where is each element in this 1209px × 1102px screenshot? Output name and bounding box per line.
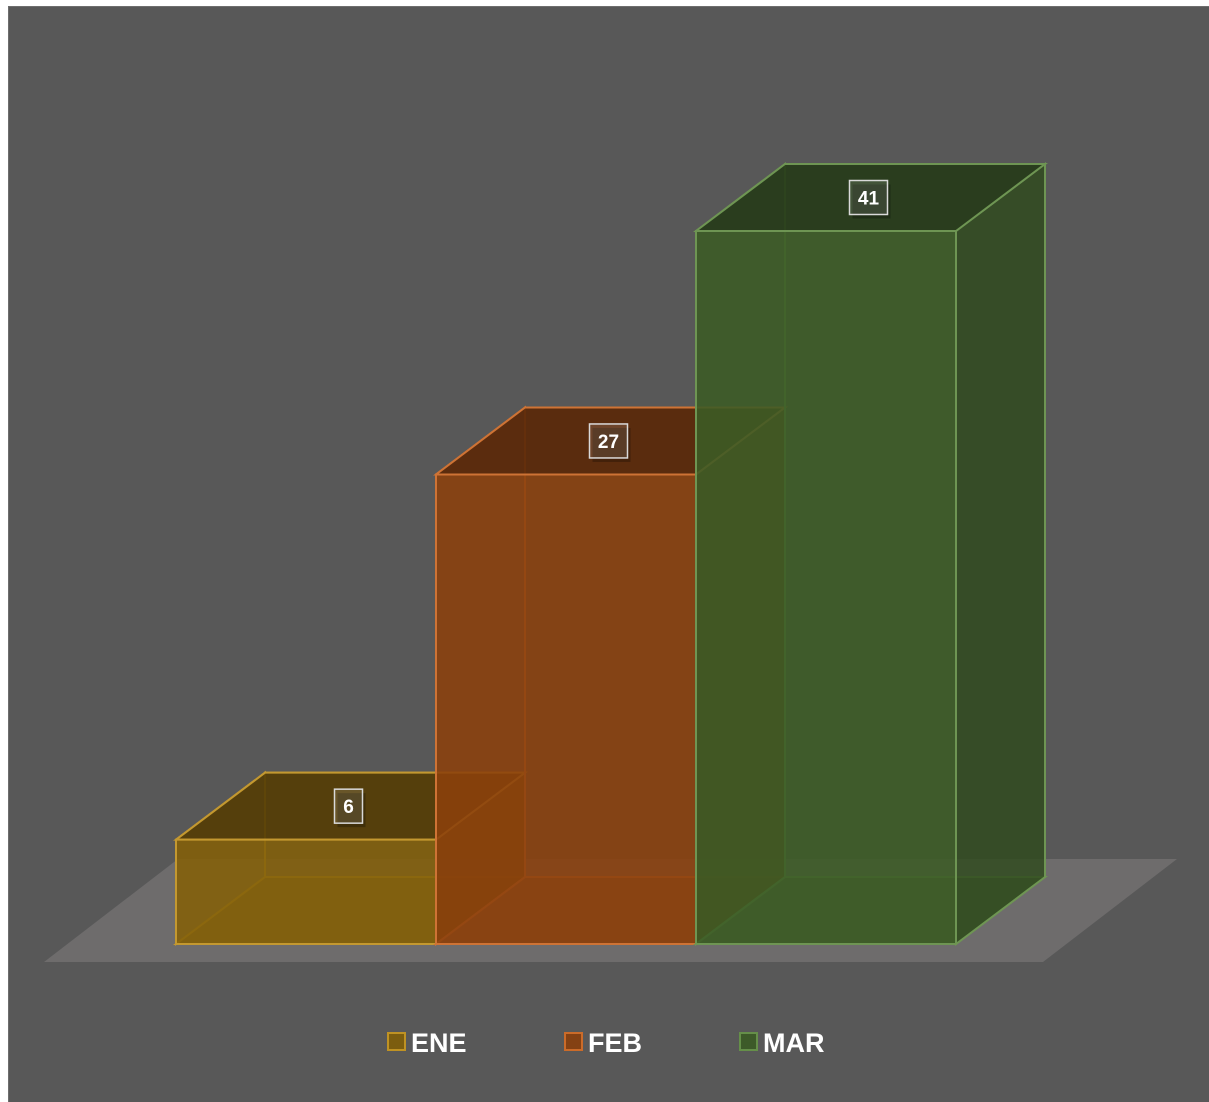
legend-swatch — [387, 1032, 406, 1051]
data-label-box-feb — [588, 423, 629, 459]
data-label-shadow — [337, 793, 366, 828]
bar-front-face — [175, 838, 437, 945]
legend-item-feb: FEB — [564, 1028, 642, 1058]
data-label-shadow — [592, 427, 631, 462]
data-label-feb: 27 — [598, 432, 619, 453]
data-label-box-ene — [333, 788, 364, 824]
data-label-ene: 6 — [343, 797, 354, 818]
data-label-mar: 41 — [858, 189, 880, 210]
data-label-shadow — [852, 184, 891, 219]
legend-label: MAR — [763, 1028, 825, 1058]
bar-right-face — [955, 161, 1046, 947]
bar-front-face — [695, 230, 957, 945]
legend-label: ENE — [411, 1028, 467, 1058]
legend-swatch — [564, 1032, 583, 1051]
bar-front-face — [435, 473, 697, 945]
legend-item-mar: MAR — [739, 1028, 825, 1058]
bar-mar — [693, 161, 1048, 947]
legend-item-ene: ENE — [387, 1028, 467, 1058]
legend-swatch — [739, 1032, 758, 1051]
legend-label: FEB — [588, 1028, 642, 1058]
data-label-box-mar — [848, 179, 889, 216]
